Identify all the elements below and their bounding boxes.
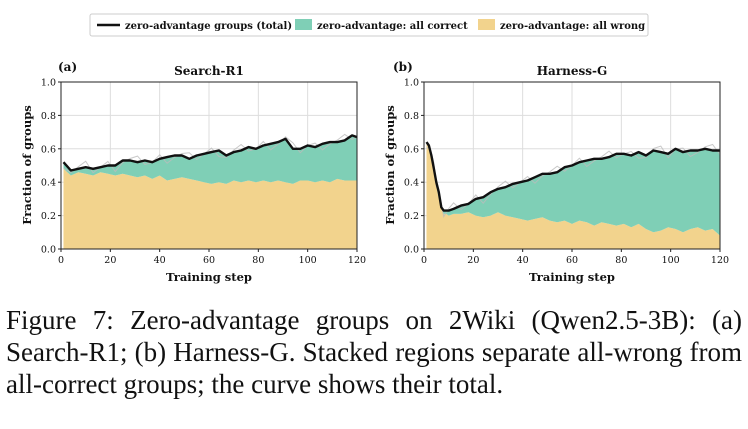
caption-text: Figure 7: Zero-advantage groups on 2Wiki… [6,305,742,399]
panel-title-b: Harness-G [537,64,608,78]
y-tick-label-b: 0.8 [404,111,419,122]
area-all-correct-b [426,142,720,236]
x-tick-label-a: 40 [154,255,166,266]
x-tick-label-b: 0 [421,255,427,266]
x-tick-label-b: 20 [467,255,479,266]
panel-title-a: Search-R1 [174,64,244,78]
x-tick-label-a: 60 [203,255,215,266]
panel-a: (a) Search-R1 0 20 40 60 80 100 120 0.0 0.2 0.4 0.… [20,60,366,284]
total-line-b [425,141,720,212]
x-tick-label-a: 120 [348,255,366,266]
x-tick-label-a: 20 [104,255,116,266]
y-tick-label-a: 0.0 [41,245,56,256]
figure-caption: Figure 7: Zero-advantage groups on 2Wiki… [6,304,742,400]
legend: zero-advantage groups (total) zero-advan… [89,13,649,37]
panel-letter-a: (a) [58,60,77,74]
panel-letter-b: (b) [393,60,413,74]
y-tick-label-b: 0.0 [404,245,419,256]
x-tick-label-a: 80 [252,255,264,266]
y-tick-label-b: 0.6 [404,144,419,155]
y-tick-label-b: 1.0 [404,78,419,89]
raw-total-line-b [426,143,721,218]
x-tick-label-b: 80 [615,255,627,266]
x-tick-label-a: 100 [299,255,317,266]
y-tick-label-a: 0.4 [41,178,56,189]
figure: zero-advantage groups (total) zero-advan… [20,13,729,284]
raw-total-line-a [63,133,358,174]
y-tick-label-a: 1.0 [41,78,56,89]
y-tick-label-a: 0.8 [41,111,56,122]
legend-label-all-correct: zero-advantage: all correct [317,21,468,32]
legend-label-all-wrong: zero-advantage: all wrong [500,21,645,32]
x-tick-label-b: 60 [566,255,578,266]
area-all-wrong-b [426,142,720,249]
x-axis-label-a: Training step [166,270,252,284]
y-tick-label-b: 0.2 [404,211,419,222]
x-tick-label-b: 40 [517,255,529,266]
x-tick-label-a: 0 [58,255,64,266]
x-axis-label-b: Training step [529,270,615,284]
y-tick-label-a: 0.6 [41,144,56,155]
total-line-a [62,134,358,172]
y-axis-label-a: Fraction of groups [20,105,34,224]
legend-frame [89,13,649,37]
y-tick-label-a: 0.2 [41,211,56,222]
legend-label-total: zero-advantage groups (total) [125,21,292,32]
panel-b: (b) Harness-G 0 20 40 60 80 100 120 0.0 0.2 0.4 0.… [383,60,729,284]
y-axis-label-b: Fraction of groups [383,105,397,224]
area-all-correct-a [63,135,357,184]
x-tick-label-b: 100 [662,255,680,266]
y-tick-label-b: 0.4 [404,178,419,189]
legend-swatch-all-correct [295,19,312,30]
x-tick-label-b: 120 [711,255,729,266]
legend-swatch-all-wrong [478,19,495,30]
area-all-wrong-a [63,168,357,249]
